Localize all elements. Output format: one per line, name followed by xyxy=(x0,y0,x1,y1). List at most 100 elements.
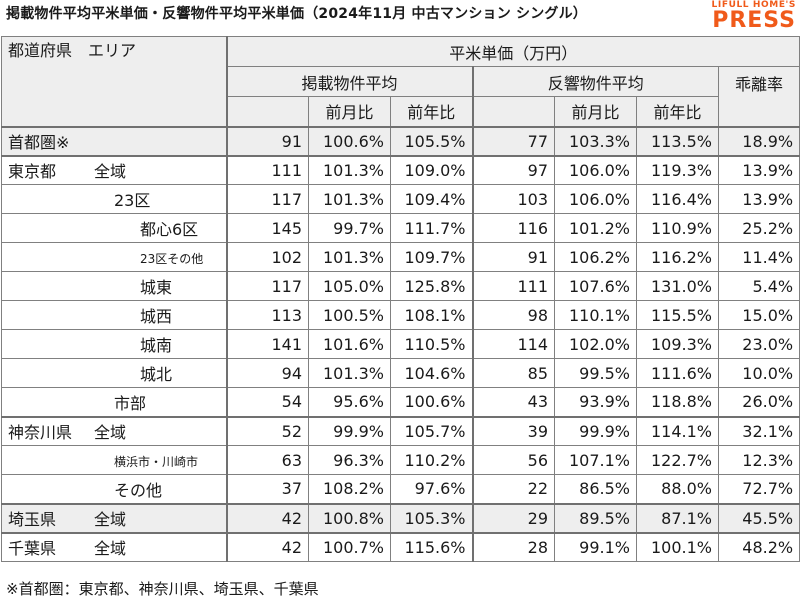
cell-listing-mom: 100.8% xyxy=(308,502,391,533)
row-area: 市部 xyxy=(1,387,228,417)
cell-listing-mom: 101.3% xyxy=(308,184,391,214)
cell-response-mom: 107.6% xyxy=(554,271,637,301)
cell-divergence: 15.0% xyxy=(717,300,800,330)
cell-listing-price: 102 xyxy=(226,242,309,272)
cell-response-yoy: 114.1% xyxy=(636,415,719,446)
cell-divergence: 18.9% xyxy=(717,125,800,156)
cell-response-mom: 93.9% xyxy=(554,387,637,417)
row-subarea: 都心6区 xyxy=(140,220,199,239)
cell-listing-yoy: 100.6% xyxy=(390,387,473,417)
cell-listing-yoy: 104.6% xyxy=(390,358,473,388)
row-area: 東京都 全域 xyxy=(1,154,228,185)
logo-brand: LIFULL HOME'S xyxy=(711,0,796,10)
row-area: 首都圏※ xyxy=(1,125,228,156)
header-price: 平米単価（万円） xyxy=(225,36,800,67)
row-subarea: 全域 xyxy=(94,510,127,529)
header-response-mom: 前月比 xyxy=(554,96,637,127)
row-prefecture: 埼玉県 xyxy=(8,510,57,529)
cell-response-yoy: 87.1% xyxy=(636,502,719,533)
cell-divergence: 12.3% xyxy=(717,445,800,475)
cell-response-mom: 99.1% xyxy=(554,531,637,562)
table-row: 千葉県 全域 42 100.7% 115.6% 28 99.1% 100.1% 48.2% xyxy=(1,531,800,562)
cell-listing-yoy: 108.1% xyxy=(390,300,473,330)
cell-response-yoy: 109.3% xyxy=(636,329,719,359)
cell-listing-price: 113 xyxy=(226,300,309,330)
cell-response-yoy: 88.0% xyxy=(636,474,719,504)
cell-divergence: 48.2% xyxy=(717,531,800,562)
cell-response-mom: 103.3% xyxy=(554,125,637,156)
cell-listing-mom: 101.3% xyxy=(308,154,391,185)
cell-listing-price: 54 xyxy=(226,387,309,417)
cell-response-price: 85 xyxy=(471,358,555,388)
cell-listing-mom: 101.6% xyxy=(308,329,391,359)
cell-listing-price: 52 xyxy=(226,415,309,446)
row-subarea: 全域 xyxy=(94,423,127,443)
row-prefecture: 首都圏※ xyxy=(8,133,70,152)
row-area: 23区その他 xyxy=(1,242,228,272)
table-row: 横浜市・川崎市 63 96.3% 110.2% 56 107.1% 122.7% 12.3% xyxy=(1,445,800,475)
row-prefecture: 千葉県 xyxy=(8,539,57,559)
cell-response-price: 103 xyxy=(471,184,555,214)
header-listing-blank xyxy=(226,96,309,127)
row-area: 城西 xyxy=(1,300,228,330)
cell-listing-mom: 100.5% xyxy=(308,300,391,330)
cell-listing-price: 63 xyxy=(226,445,309,475)
header-area: 都道府県 エリア xyxy=(1,36,228,127)
cell-listing-yoy: 109.4% xyxy=(390,184,473,214)
cell-response-mom: 107.1% xyxy=(554,445,637,475)
cell-response-mom: 89.5% xyxy=(554,502,637,533)
row-subarea: 23区その他 xyxy=(140,251,204,266)
row-subarea: 23区 xyxy=(114,191,151,210)
row-subarea: 全域 xyxy=(94,539,127,559)
press-logo: LIFULL HOME'S PRESS xyxy=(646,0,796,32)
header-listing: 掲載物件平均 xyxy=(226,66,473,97)
cell-divergence: 23.0% xyxy=(717,329,800,359)
table-row: 埼玉県 全域 42 100.8% 105.3% 29 89.5% 87.1% 45.5% xyxy=(1,502,800,533)
cell-divergence: 10.0% xyxy=(717,358,800,388)
cell-response-price: 22 xyxy=(471,474,555,504)
row-prefecture: 神奈川県 xyxy=(8,423,73,443)
cell-listing-price: 117 xyxy=(226,271,309,301)
cell-response-mom: 99.9% xyxy=(554,415,637,446)
cell-divergence: 13.9% xyxy=(717,154,800,185)
row-subarea: 横浜市・川崎市 xyxy=(114,454,199,469)
cell-divergence: 26.0% xyxy=(717,387,800,417)
row-area: 横浜市・川崎市 xyxy=(1,445,228,475)
cell-divergence: 32.1% xyxy=(717,415,800,446)
cell-listing-price: 111 xyxy=(226,154,309,185)
table-row: 城北 94 101.3% 104.6% 85 99.5% 111.6% 10.0% xyxy=(1,358,800,388)
cell-response-yoy: 100.1% xyxy=(636,531,719,562)
row-subarea: 城北 xyxy=(140,365,173,384)
cell-listing-price: 141 xyxy=(226,329,309,359)
cell-response-price: 29 xyxy=(471,502,555,533)
cell-listing-mom: 108.2% xyxy=(308,474,391,504)
header-listing-yoy: 前年比 xyxy=(390,96,473,127)
cell-listing-price: 42 xyxy=(226,531,309,562)
cell-response-price: 77 xyxy=(471,125,555,156)
row-subarea: 城西 xyxy=(140,307,173,326)
cell-listing-yoy: 111.7% xyxy=(390,213,473,243)
cell-listing-yoy: 110.5% xyxy=(390,329,473,359)
row-subarea: 全域 xyxy=(94,162,127,182)
row-area: 千葉県 全域 xyxy=(1,531,228,562)
table-row: その他 37 108.2% 97.6% 22 86.5% 88.0% 72.7% xyxy=(1,474,800,504)
table-row: 城東 117 105.0% 125.8% 111 107.6% 131.0% 5.4% xyxy=(1,271,800,301)
logo-press: PRESS xyxy=(712,8,796,33)
cell-response-yoy: 122.7% xyxy=(636,445,719,475)
row-area: 城南 xyxy=(1,329,228,359)
cell-listing-yoy: 109.7% xyxy=(390,242,473,272)
row-subarea: その他 xyxy=(114,480,163,500)
cell-divergence: 5.4% xyxy=(717,271,800,301)
cell-listing-yoy: 125.8% xyxy=(390,271,473,301)
row-subarea: 城東 xyxy=(140,278,173,297)
cell-listing-mom: 96.3% xyxy=(308,445,391,475)
table-row: 城南 141 101.6% 110.5% 114 102.0% 109.3% 23.0% xyxy=(1,329,800,359)
cell-response-price: 97 xyxy=(471,154,555,185)
cell-response-price: 28 xyxy=(471,531,555,562)
cell-response-mom: 86.5% xyxy=(554,474,637,504)
cell-listing-yoy: 110.2% xyxy=(390,445,473,475)
cell-response-price: 98 xyxy=(471,300,555,330)
cell-listing-mom: 101.3% xyxy=(308,242,391,272)
cell-response-mom: 106.0% xyxy=(554,154,637,185)
cell-response-mom: 102.0% xyxy=(554,329,637,359)
